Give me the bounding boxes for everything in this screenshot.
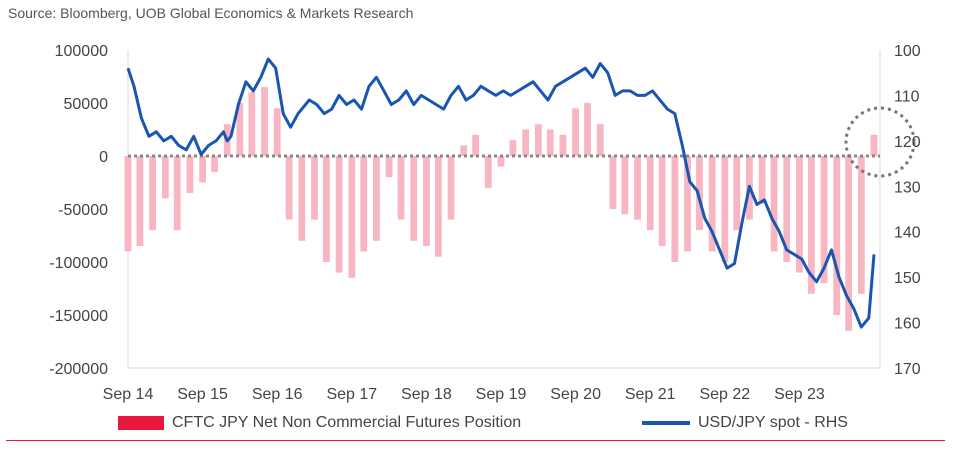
bar	[273, 108, 281, 156]
right-tick-label: 140	[894, 225, 921, 242]
bar	[423, 156, 430, 247]
bar	[298, 156, 306, 241]
bar	[708, 156, 716, 252]
bar	[434, 156, 442, 257]
bar	[248, 92, 256, 156]
bar	[149, 156, 157, 231]
bar	[796, 156, 803, 273]
bar	[323, 156, 330, 262]
bar	[161, 156, 169, 199]
bar	[186, 156, 194, 194]
right-tick-label: 170	[894, 361, 921, 378]
bar	[572, 108, 580, 156]
right-tick-label: 100	[894, 43, 921, 60]
bar	[236, 103, 244, 156]
x-tick-label: Sep 16	[252, 386, 303, 403]
right-tick-label: 150	[894, 270, 921, 287]
bar	[447, 156, 455, 220]
bar	[634, 156, 641, 220]
right-tick-label: 120	[894, 134, 921, 151]
bar	[136, 156, 144, 247]
bar	[584, 103, 591, 156]
bar	[497, 156, 505, 167]
bar	[621, 156, 629, 215]
bar	[534, 124, 542, 156]
left-tick-label: -150000	[49, 308, 108, 325]
bar	[820, 156, 828, 284]
annotation-circle	[844, 106, 916, 178]
bar	[285, 156, 293, 220]
bar	[373, 156, 380, 241]
bar-series	[124, 87, 878, 331]
bar	[397, 156, 405, 220]
bar	[335, 156, 343, 273]
bar	[348, 156, 356, 278]
left-tick-label: -200000	[49, 361, 108, 378]
bar	[410, 156, 418, 241]
source-note: Source: Bloomberg, UOB Global Economics …	[8, 5, 414, 21]
left-tick-label: -100000	[49, 255, 108, 272]
legend-line-label: USD/JPY spot - RHS	[698, 414, 848, 431]
x-tick-label: Sep 19	[476, 386, 527, 403]
bar	[484, 156, 492, 188]
right-axis-ticks: 100 110 120 130 140 150 160 170	[894, 43, 921, 378]
legend-line-swatch	[642, 421, 690, 425]
x-tick-label: Sep 21	[625, 386, 676, 403]
legend-bar-swatch	[118, 416, 164, 430]
legend-bar-label: CFTC JPY Net Non Commercial Futures Posi…	[172, 414, 522, 431]
bar	[509, 140, 517, 156]
bar	[684, 156, 691, 252]
x-tick-label: Sep 15	[177, 386, 228, 403]
left-tick-label: -50000	[58, 202, 108, 219]
left-tick-label: 50000	[64, 96, 109, 113]
bar	[758, 156, 766, 204]
usdjpy-line	[126, 57, 876, 329]
bar	[671, 156, 679, 262]
bar	[124, 156, 132, 252]
right-tick-label: 130	[894, 179, 921, 196]
bar	[721, 156, 729, 262]
x-tick-label: Sep 17	[326, 386, 377, 403]
bar	[360, 156, 368, 252]
bar	[472, 134, 480, 156]
bar	[385, 156, 393, 178]
left-tick-label: 100000	[55, 43, 108, 60]
legend-line: USD/JPY spot - RHS	[642, 414, 848, 432]
bar	[173, 156, 181, 231]
left-tick-label: 0	[99, 149, 108, 166]
bar	[833, 156, 841, 315]
bottom-rule	[6, 440, 945, 441]
bar	[646, 156, 654, 231]
bar	[261, 87, 268, 156]
bar	[609, 156, 617, 209]
bar	[199, 156, 206, 183]
x-tick-label: Sep 23	[774, 386, 825, 403]
bar	[596, 124, 604, 156]
bar	[807, 156, 815, 294]
bar	[870, 134, 878, 156]
bar	[522, 129, 530, 156]
x-tick-label: Sep 22	[699, 386, 750, 403]
right-tick-label: 110	[894, 88, 920, 105]
bar	[783, 156, 791, 262]
x-tick-label: Sep 20	[550, 386, 601, 403]
bar	[311, 156, 318, 220]
x-tick-label: Sep 18	[401, 386, 452, 403]
bar	[211, 156, 218, 172]
bar	[546, 129, 554, 156]
left-axis-ticks: 100000 50000 0 -50000 -100000 -150000 -200000	[49, 43, 108, 378]
bar	[658, 156, 666, 247]
bar	[696, 156, 703, 231]
bar	[460, 145, 468, 156]
x-axis-ticks: Sep 14 Sep 15 Sep 16 Sep 17 Sep 18 Sep 19 Sep …	[103, 386, 825, 403]
bar	[845, 156, 853, 331]
x-tick-label: Sep 14	[103, 386, 154, 403]
legend-bar: CFTC JPY Net Non Commercial Futures Posi…	[118, 414, 521, 432]
bar	[559, 134, 567, 156]
right-tick-label: 160	[894, 316, 921, 333]
bar	[770, 156, 778, 252]
bar	[857, 156, 865, 294]
bar	[733, 156, 741, 231]
